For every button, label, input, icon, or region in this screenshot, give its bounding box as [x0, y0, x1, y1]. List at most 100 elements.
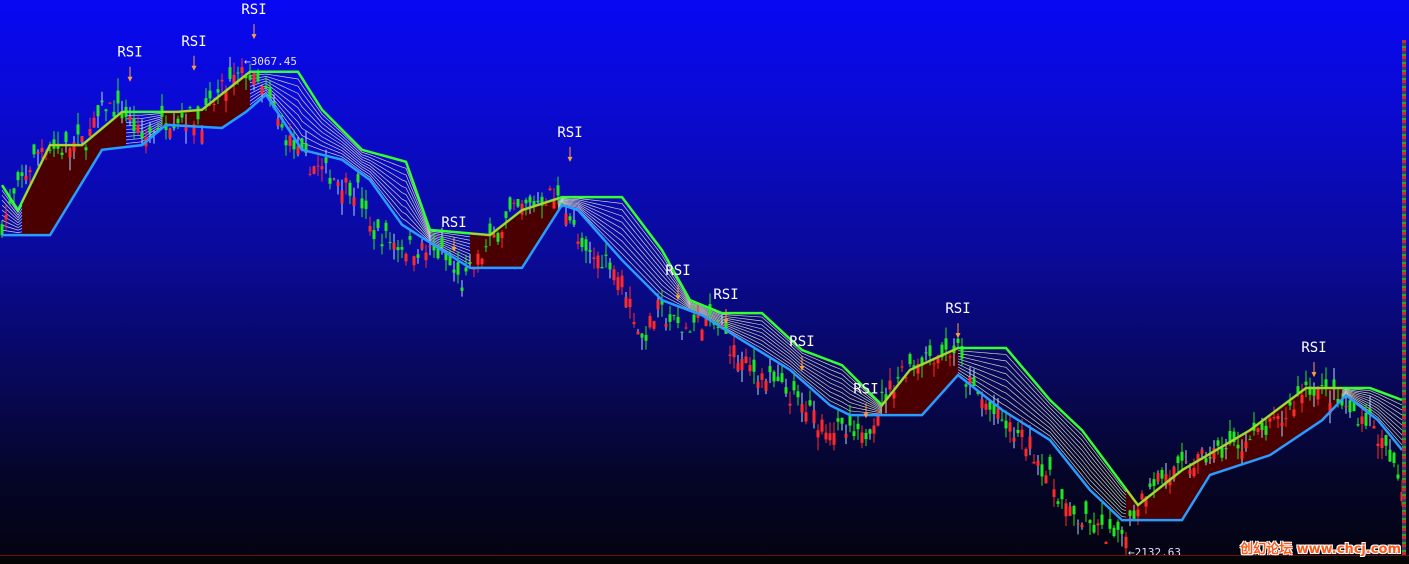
- candle-body: [824, 432, 828, 440]
- candle-body: [892, 391, 896, 399]
- candle-body: [968, 376, 972, 385]
- candle-body: [640, 333, 644, 338]
- hatch-line: [125, 116, 163, 123]
- candle-body: [352, 197, 356, 206]
- candle-body: [1156, 473, 1160, 482]
- hatch-line: [557, 197, 883, 407]
- hatch-line: [1, 229, 23, 233]
- candle-body: [588, 250, 592, 252]
- candle-body: [288, 135, 292, 146]
- down-arrow-head: [191, 65, 197, 71]
- candle-body: [20, 172, 24, 177]
- candle-body: [264, 85, 268, 89]
- candle-body: [1004, 420, 1008, 429]
- candle-body: [1304, 381, 1308, 385]
- candle-body: [492, 234, 496, 238]
- candle-body: [828, 433, 832, 441]
- candle-body: [1168, 477, 1172, 486]
- candle-body: [852, 431, 856, 437]
- candle-body: [60, 152, 64, 155]
- candle-body: [148, 126, 152, 134]
- candle-body: [544, 204, 548, 206]
- candle-body: [1080, 524, 1084, 528]
- candle-body: [632, 322, 636, 325]
- candle-body: [92, 117, 96, 128]
- candle-body: [1224, 448, 1228, 450]
- hatch-line: [125, 123, 163, 137]
- candle-body: [332, 179, 336, 181]
- candle-body: [184, 124, 188, 132]
- candle-body: [196, 106, 200, 120]
- candle-body: [32, 144, 36, 155]
- hatch-line: [957, 366, 1127, 512]
- candle-body: [300, 138, 304, 151]
- candle-body: [528, 196, 532, 203]
- candle-body: [580, 237, 584, 247]
- candle-body: [168, 128, 172, 139]
- candle-body: [980, 399, 984, 409]
- hatch-line: [1, 199, 23, 219]
- candle-body: [928, 345, 932, 356]
- candle-body: [1180, 451, 1184, 461]
- candle-body: [392, 242, 396, 250]
- candle-body: [104, 109, 108, 112]
- candle-body: [1196, 454, 1200, 462]
- hatch-line: [1341, 389, 1403, 416]
- candle-body: [1092, 524, 1096, 533]
- candle-body: [1288, 401, 1292, 406]
- hatch-line: [557, 203, 883, 415]
- candle-body: [1348, 400, 1352, 413]
- candle-body: [736, 363, 740, 371]
- candle-body: [480, 258, 484, 265]
- candle-body: [676, 316, 680, 324]
- candle-body: [1244, 441, 1248, 449]
- candle-body: [1360, 416, 1364, 424]
- candle-body: [788, 403, 792, 406]
- uptrend-fill: [22, 111, 126, 236]
- candle-body: [40, 147, 44, 152]
- candle-body: [896, 377, 900, 379]
- candle-body: [844, 433, 848, 438]
- candle-body: [860, 432, 864, 443]
- candle-body: [256, 71, 260, 82]
- rsi-label: RSI: [1301, 340, 1326, 356]
- candle-body: [988, 401, 992, 410]
- candle-body: [548, 188, 552, 191]
- candle-body: [360, 198, 364, 209]
- candle-body: [1012, 437, 1016, 442]
- candle-body: [796, 391, 800, 398]
- candle-body: [48, 149, 52, 151]
- candle-body: [1112, 527, 1116, 536]
- candle-body: [884, 394, 888, 401]
- candle-body: [880, 391, 884, 393]
- candle-body: [204, 98, 208, 106]
- right-scroll-strip[interactable]: [1402, 40, 1406, 555]
- candle-body: [784, 387, 788, 394]
- candle-body: [384, 222, 388, 231]
- candle-body: [100, 100, 104, 103]
- hatch-line: [125, 124, 163, 141]
- candle-body: [252, 72, 256, 86]
- candle-body: [948, 356, 952, 358]
- candle-body: [1308, 386, 1312, 395]
- candle-body: [1148, 483, 1152, 487]
- candle-body: [1368, 408, 1372, 416]
- candle-body: [1228, 430, 1232, 444]
- candle-body: [1236, 444, 1240, 449]
- uptrend-line: [881, 347, 959, 406]
- candle-body: [1136, 509, 1140, 517]
- candle-body: [912, 365, 916, 368]
- candle-body: [564, 213, 568, 225]
- candle-body: [992, 403, 996, 415]
- candle-body: [1068, 506, 1072, 516]
- candle-body: [96, 105, 100, 117]
- hatch-line: [249, 75, 471, 241]
- candle-body: [372, 230, 376, 240]
- candle-body: [616, 277, 620, 290]
- high-price-label: ←3067.45: [244, 55, 297, 68]
- candle-body: [704, 318, 708, 326]
- candle-body: [1184, 461, 1188, 463]
- candle-body: [716, 326, 720, 328]
- hatch-line: [957, 358, 1127, 502]
- candle-body: [88, 129, 92, 136]
